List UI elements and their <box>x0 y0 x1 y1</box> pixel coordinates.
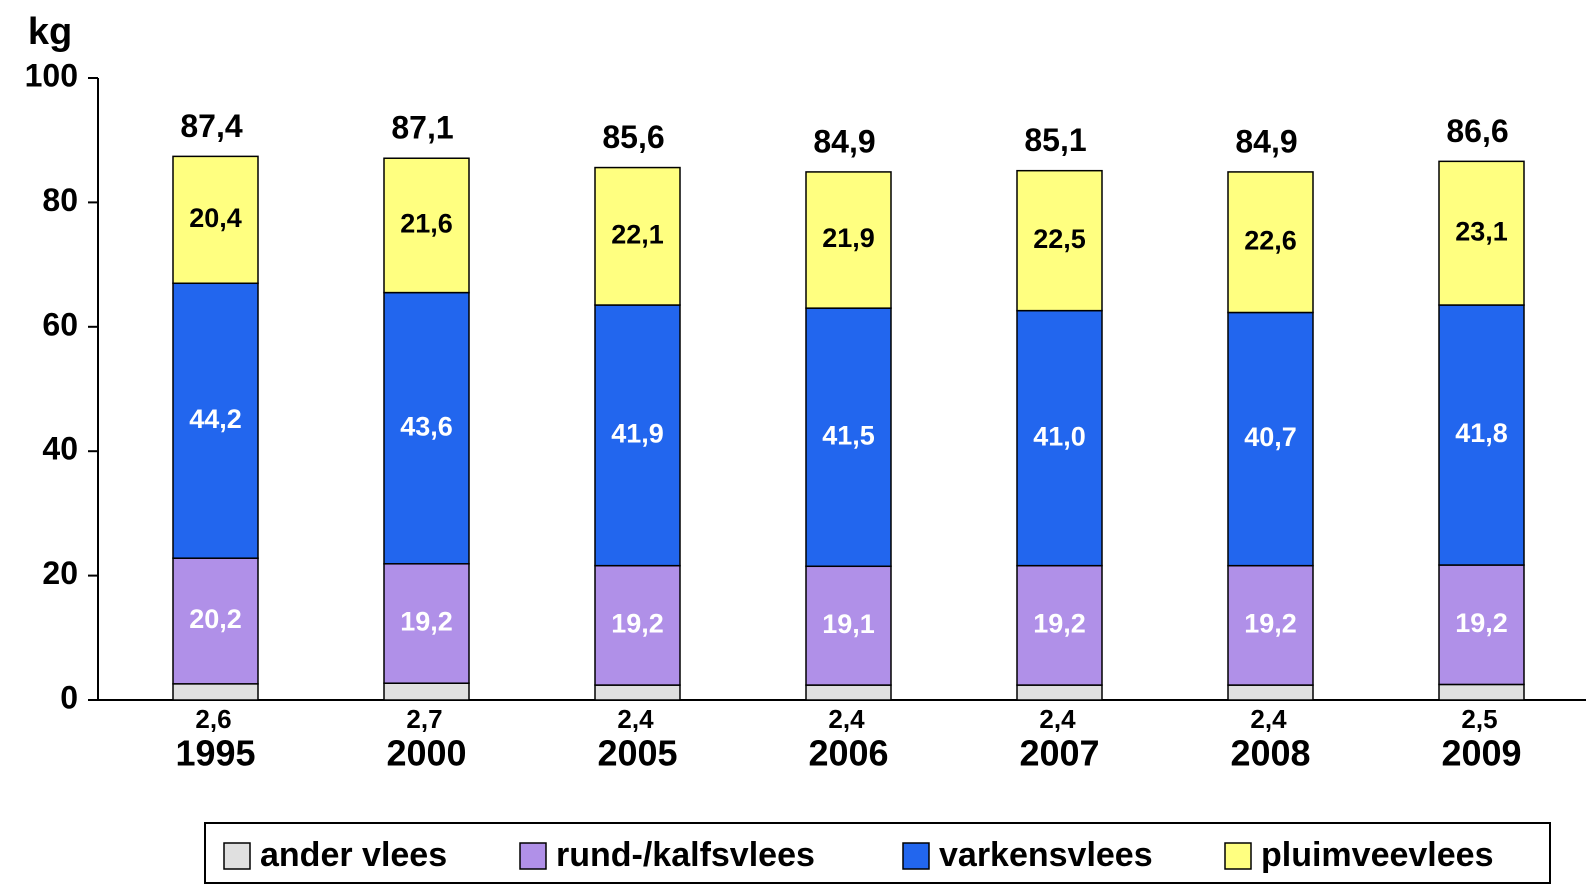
value-label: 41,8 <box>1455 418 1508 448</box>
x-tick-label: 2000 <box>386 733 466 774</box>
value-label: 2,7 <box>406 704 442 734</box>
x-tick-label: 2006 <box>808 733 888 774</box>
value-label: 22,5 <box>1033 224 1086 254</box>
total-label: 85,1 <box>1024 122 1086 158</box>
bar-segment <box>594 684 681 701</box>
x-tick-label: 2009 <box>1441 733 1521 774</box>
value-label: 2,4 <box>828 704 865 734</box>
y-tick-label: 20 <box>42 555 78 591</box>
bar-segment <box>805 684 892 701</box>
bar-segment <box>594 166 681 306</box>
bar-segment <box>1227 171 1314 314</box>
total-label: 86,6 <box>1446 113 1508 149</box>
total-label: 84,9 <box>1235 123 1297 159</box>
bar-segment <box>172 557 259 685</box>
value-label: 19,2 <box>1244 608 1297 638</box>
y-tick-label: 0 <box>60 679 78 715</box>
total-label: 85,6 <box>602 119 664 155</box>
bar-segment <box>1227 684 1314 701</box>
y-tick-label: 40 <box>42 431 78 467</box>
bar-segment <box>1016 564 1103 686</box>
value-label: 2,5 <box>1461 704 1497 734</box>
value-label: 22,1 <box>611 219 664 249</box>
legend-label: rund-/kalfsvlees <box>556 836 815 874</box>
bar-segment <box>383 682 470 701</box>
value-label: 41,0 <box>1033 421 1086 451</box>
value-label: 2,4 <box>1250 704 1287 734</box>
y-tick-label: 100 <box>25 57 78 93</box>
value-label: 44,2 <box>189 404 242 434</box>
legend-label: pluimveevlees <box>1261 836 1493 874</box>
x-tick-label: 2005 <box>597 733 677 774</box>
value-label: 43,6 <box>400 411 453 441</box>
value-label: 21,9 <box>822 223 875 253</box>
value-label: 2,4 <box>617 704 654 734</box>
value-label: 23,1 <box>1455 216 1508 246</box>
y-tick-label: 60 <box>42 306 78 342</box>
legend-swatch <box>519 842 547 870</box>
bar-segment <box>1016 684 1103 701</box>
bar-segment <box>1227 311 1314 567</box>
bar-segment <box>172 282 259 559</box>
legend-box <box>204 822 1551 884</box>
value-label: 19,2 <box>611 608 664 638</box>
bar-segment <box>383 563 470 684</box>
value-label: 20,2 <box>189 604 242 634</box>
value-label: 41,5 <box>822 420 875 450</box>
total-label: 87,4 <box>180 108 242 144</box>
y-axis-label: kg <box>28 11 72 53</box>
bar-segment <box>383 157 470 294</box>
bar-segment <box>594 304 681 567</box>
value-label: 20,4 <box>189 203 242 233</box>
total-label: 87,1 <box>391 110 453 146</box>
legend-swatch <box>223 842 251 870</box>
x-tick-label: 2008 <box>1230 733 1310 774</box>
legend-swatch <box>902 842 930 870</box>
value-label: 19,2 <box>1455 608 1508 638</box>
value-label: 2,6 <box>195 704 231 734</box>
value-label: 19,2 <box>1033 608 1086 638</box>
y-tick-label: 80 <box>42 182 78 218</box>
value-label: 19,1 <box>822 609 875 639</box>
value-label: 41,9 <box>611 418 664 448</box>
value-label: 2,4 <box>1039 704 1076 734</box>
value-label: 19,2 <box>400 607 453 637</box>
bar-segment <box>383 291 470 565</box>
bar-segment <box>1438 683 1525 701</box>
bar-segment <box>805 307 892 568</box>
bar-segment <box>805 565 892 686</box>
bar-segment <box>1438 160 1525 306</box>
bar-segment <box>1438 564 1525 686</box>
x-tick-label: 1995 <box>175 733 255 774</box>
value-label: 21,6 <box>400 209 453 239</box>
bar-segment <box>805 171 892 309</box>
bar-segment <box>172 155 259 285</box>
x-tick-label: 2007 <box>1019 733 1099 774</box>
bar-segment <box>1438 304 1525 566</box>
value-label: 40,7 <box>1244 422 1297 452</box>
total-label: 84,9 <box>813 123 875 159</box>
bar-segment <box>1016 169 1103 312</box>
legend-label: ander vlees <box>260 836 447 874</box>
value-label: 22,6 <box>1244 225 1297 255</box>
bar-segment <box>172 683 259 701</box>
legend-label: varkensvlees <box>939 836 1153 874</box>
legend-swatch <box>1224 842 1252 870</box>
